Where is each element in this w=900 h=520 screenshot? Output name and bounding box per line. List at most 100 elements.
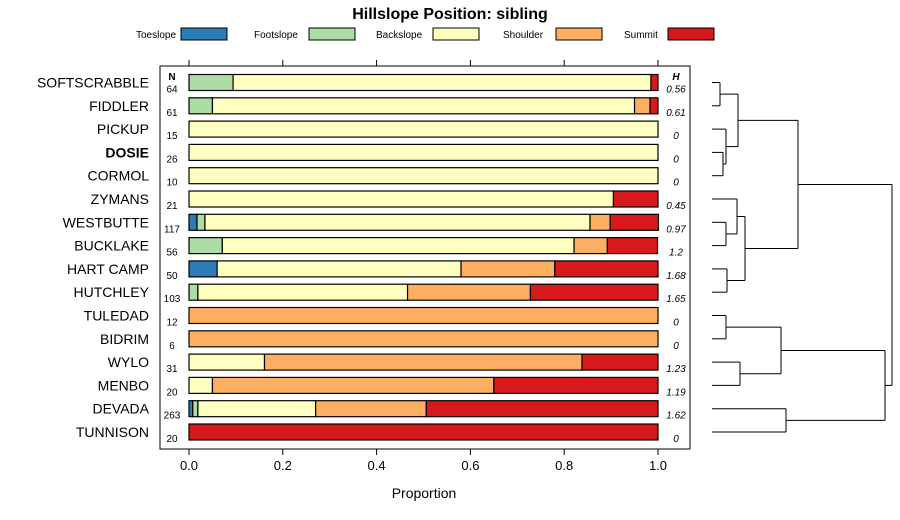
bar-segment-backslope bbox=[211, 97, 636, 115]
bar-segment-shoulder bbox=[633, 97, 651, 115]
category-label: PICKUP bbox=[97, 121, 149, 137]
bar-row-zymans: ZYMANS 21 0.45 bbox=[91, 190, 686, 212]
category-label: WYLO bbox=[108, 354, 149, 370]
n-count-label: 6 bbox=[169, 341, 175, 352]
bar-segment-summit bbox=[493, 376, 659, 394]
h-value-label: 0.97 bbox=[666, 224, 686, 235]
bar-segment-summit bbox=[554, 260, 659, 278]
bar-segment-backslope bbox=[197, 283, 409, 301]
h-value-label: 0.61 bbox=[666, 108, 685, 119]
bar-segment-shoulder bbox=[211, 376, 495, 394]
n-count-label: 26 bbox=[166, 154, 178, 165]
bar-segment-backslope bbox=[188, 167, 659, 185]
bar-segment-summit bbox=[529, 283, 659, 301]
bar-row-hart-camp: HART CAMP 50 1.68 bbox=[67, 260, 686, 282]
h-value-label: 1.62 bbox=[666, 411, 686, 422]
n-count-label: 64 bbox=[166, 85, 178, 96]
bar-segment-backslope bbox=[204, 213, 591, 231]
h-value-label: 1.65 bbox=[666, 294, 686, 305]
category-label: FIDDLER bbox=[89, 98, 149, 114]
category-label: DOSIE bbox=[105, 144, 149, 160]
category-label: TULEDAD bbox=[84, 308, 149, 324]
bar-row-westbutte: WESTBUTTE 117 0.97 bbox=[63, 213, 686, 235]
bar-segment-summit bbox=[650, 73, 659, 92]
dendrogram bbox=[712, 82, 893, 433]
bar-segment-footslope bbox=[192, 400, 199, 418]
bar-row-fiddler: FIDDLER 61 0.61 bbox=[89, 97, 686, 119]
bar-row-tuledad: TULEDAD 12 0 bbox=[84, 306, 679, 329]
category-label: ZYMANS bbox=[91, 191, 149, 207]
bar-row-bucklake: BUCKLAKE 56 1.2 bbox=[74, 237, 683, 259]
bar-segment-summit bbox=[609, 213, 660, 231]
x-tick-label: 0.2 bbox=[274, 458, 292, 473]
n-count-label: 103 bbox=[164, 294, 181, 305]
x-tick-label: 0.8 bbox=[555, 458, 573, 473]
bar-segment-footslope bbox=[196, 213, 206, 231]
bar-segment-shoulder bbox=[263, 353, 583, 371]
h-value-label: 1.2 bbox=[669, 248, 683, 259]
legend-swatch-toeslope bbox=[180, 27, 228, 41]
bar-segment-backslope bbox=[216, 260, 462, 278]
legend-swatch-backslope bbox=[432, 27, 480, 41]
bar-row-wylo: WYLO 31 1.23 bbox=[108, 353, 686, 375]
n-count-label: 15 bbox=[166, 131, 178, 142]
bar-segment-backslope bbox=[221, 237, 575, 255]
bar-segment-summit bbox=[581, 353, 659, 371]
bar-row-devada: DEVADA 263 1.62 bbox=[92, 400, 686, 422]
bar-row-cormol: CORMOL 10 0 bbox=[88, 167, 679, 189]
bar-segment-summit bbox=[188, 423, 659, 441]
h-value-label: 0 bbox=[673, 434, 679, 445]
bar-segment-shoulder bbox=[589, 213, 611, 231]
bar-segment-backslope bbox=[188, 120, 659, 138]
h-value-label: 0 bbox=[673, 341, 679, 352]
category-label: DEVADA bbox=[92, 401, 149, 417]
bar-segment-shoulder bbox=[460, 260, 556, 278]
h-value-label: 0.45 bbox=[666, 201, 686, 212]
bar-segment-shoulder bbox=[573, 237, 608, 255]
bar-segment-footslope bbox=[188, 283, 199, 301]
bar-segment-footslope bbox=[188, 97, 214, 115]
bar-row-softscrabble: SOFTSCRABBLE 64 0.56 bbox=[37, 73, 686, 96]
n-count-label: 20 bbox=[166, 434, 178, 445]
h-value-label: 0.56 bbox=[666, 85, 686, 96]
plot-frame bbox=[159, 65, 691, 450]
legend-label-summit: Summit bbox=[624, 30, 658, 41]
category-label: MENBO bbox=[98, 377, 149, 393]
bar-segment-summit bbox=[606, 237, 659, 255]
h-value-label: 0 bbox=[673, 178, 679, 189]
bar-segment-toeslope bbox=[188, 213, 198, 231]
category-label: SOFTSCRABBLE bbox=[37, 75, 149, 91]
bar-segment-backslope bbox=[197, 400, 317, 418]
h-column-header: H bbox=[672, 72, 680, 83]
legend-label-toeslope: Toeslope bbox=[136, 30, 176, 41]
x-tick-label: 0.0 bbox=[180, 458, 198, 473]
legend: Toeslope Footslope Backslope Shoulder Summit bbox=[136, 27, 715, 41]
n-count-label: 31 bbox=[166, 364, 178, 375]
n-count-label: 21 bbox=[166, 201, 178, 212]
legend-label-shoulder: Shoulder bbox=[503, 30, 544, 41]
x-axis-label: Proportion bbox=[392, 485, 457, 501]
bar-segment-footslope bbox=[188, 237, 223, 255]
bar-segment-backslope bbox=[188, 376, 214, 394]
h-value-label: 1.19 bbox=[666, 387, 686, 398]
bar-row-dosie: DOSIE 26 0 bbox=[105, 143, 679, 165]
bar-row-tunnison: TUNNISON 20 0 bbox=[76, 423, 679, 445]
bar-row-hutchley: HUTCHLEY 103 1.65 bbox=[74, 283, 686, 305]
category-label: CORMOL bbox=[88, 168, 150, 184]
category-label: WESTBUTTE bbox=[63, 214, 149, 230]
bar-segment-backslope bbox=[188, 143, 659, 161]
bar-segment-summit bbox=[425, 400, 659, 418]
h-value-label: 0 bbox=[673, 318, 679, 329]
category-label: HUTCHLEY bbox=[74, 284, 150, 300]
category-label: BUCKLAKE bbox=[74, 238, 149, 254]
x-tick-label: 0.6 bbox=[461, 458, 479, 473]
n-count-label: 50 bbox=[166, 271, 178, 282]
legend-swatch-summit bbox=[667, 27, 715, 41]
legend-label-footslope: Footslope bbox=[254, 30, 298, 41]
category-label: HART CAMP bbox=[67, 261, 149, 277]
x-tick-label: 1.0 bbox=[649, 458, 667, 473]
x-axis: 0.0 0.2 0.4 0.6 0.8 1.0 bbox=[180, 60, 667, 473]
bar-row-pickup: PICKUP 15 0 bbox=[97, 120, 679, 142]
bar-segment-summit bbox=[612, 190, 659, 208]
